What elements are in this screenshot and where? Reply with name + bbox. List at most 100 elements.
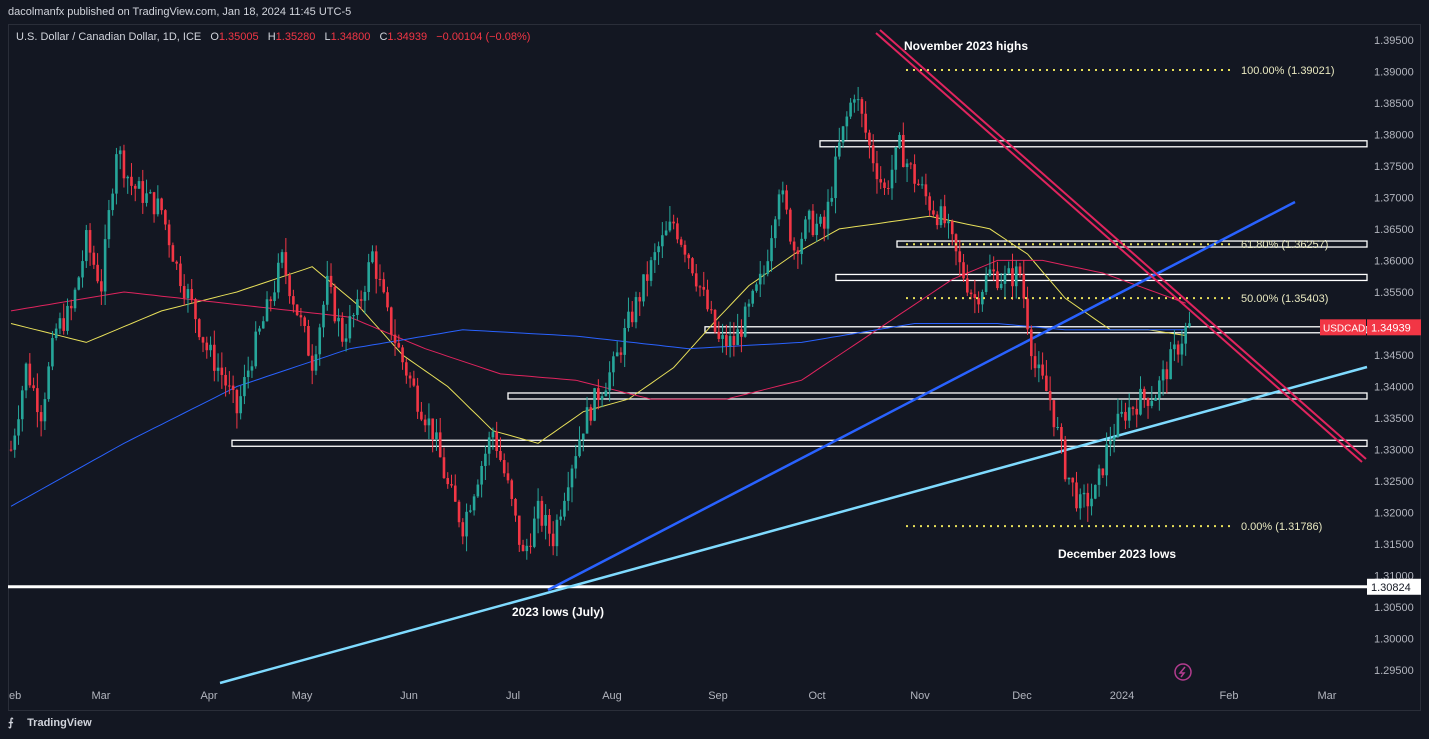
candle-body [871, 145, 875, 164]
candle [1188, 311, 1191, 329]
candle [69, 299, 73, 321]
candle-body [536, 500, 540, 519]
candle [348, 305, 352, 343]
candle-body [668, 221, 672, 231]
candle [954, 233, 958, 266]
candle [649, 256, 653, 287]
candle [1030, 325, 1033, 370]
candle [615, 341, 619, 357]
candle-body [423, 419, 427, 426]
candle-body [781, 190, 785, 195]
candle [932, 200, 935, 217]
candle-body [548, 514, 551, 534]
candle [521, 539, 525, 552]
candle-body [186, 289, 190, 299]
candle [487, 431, 491, 466]
candle [1045, 360, 1048, 392]
candle-body [1116, 413, 1120, 437]
candle-body [58, 318, 62, 329]
candle [371, 245, 374, 264]
candle [800, 232, 803, 265]
candle [141, 169, 145, 214]
candle [205, 336, 209, 359]
candle-body [235, 389, 239, 414]
candle-body [860, 99, 864, 114]
candle [341, 312, 344, 347]
candle [928, 192, 931, 217]
alert-icon[interactable] [1174, 663, 1192, 681]
candle [303, 315, 306, 333]
candle-body [92, 252, 96, 265]
candle [314, 345, 318, 376]
candle-body [506, 473, 510, 481]
candle [472, 494, 476, 516]
candle-body [20, 390, 24, 420]
chart-annotation: November 2023 highs [904, 39, 1028, 53]
candle-body [1041, 364, 1044, 376]
candle [1056, 416, 1059, 431]
candle [243, 364, 246, 405]
open-label: O [210, 31, 219, 43]
candle-body [822, 216, 826, 229]
candle [1011, 253, 1014, 300]
candle-body [943, 206, 947, 224]
candle-body [996, 271, 999, 289]
candle-body [1063, 439, 1067, 480]
candle-body [935, 214, 939, 226]
horizontal-level [704, 326, 1368, 334]
price-tick-label: 1.33500 [1374, 413, 1414, 425]
candle [250, 360, 254, 378]
candle-body [9, 449, 13, 451]
price-tick-label: 1.39500 [1374, 35, 1414, 47]
price-axis[interactable]: 1.39500 1.39000 1.38500 1.38000 1.37500 1.370… [1374, 35, 1414, 677]
candle [66, 298, 69, 335]
candle [43, 392, 47, 430]
candle [190, 279, 194, 304]
candle [597, 379, 600, 410]
candle-body [856, 99, 860, 101]
candle-body [559, 516, 562, 520]
candle-body [356, 299, 359, 316]
candle-body [909, 163, 913, 165]
candle-body [819, 216, 822, 224]
candle-body [992, 269, 995, 272]
candle [947, 213, 950, 239]
candle [85, 224, 88, 268]
horizontal-level [231, 439, 1368, 447]
candle [924, 173, 928, 205]
candle-body [1014, 266, 1018, 287]
candle-body [103, 239, 107, 292]
candle-body [457, 501, 461, 523]
candle [81, 250, 84, 288]
candle-body [649, 260, 653, 281]
candle [1127, 393, 1131, 428]
candle [51, 331, 54, 371]
chart-frame[interactable] [8, 24, 1421, 711]
candle [133, 183, 137, 202]
candle [879, 166, 883, 190]
candle [1014, 260, 1018, 299]
candle-body [642, 274, 645, 302]
candle-body [762, 273, 766, 275]
candle-body [43, 399, 47, 422]
candle-body [427, 418, 431, 426]
tradingview-logo[interactable]: ⨍ TradingView [8, 716, 92, 729]
candle-body [1030, 329, 1033, 357]
candle-body [687, 254, 690, 259]
candle [239, 385, 242, 420]
low-label: L [324, 31, 331, 43]
candle [740, 319, 743, 353]
time-axis[interactable]: eb Mar Apr May Jun Jul Aug Sep Oct Nov Dec 2024 Feb M… [9, 690, 1337, 702]
candle [337, 308, 340, 337]
candle-body [431, 418, 434, 440]
time-tick-label: eb [9, 690, 21, 702]
candle-body [807, 210, 811, 220]
candle-body [77, 277, 81, 290]
candle [1154, 394, 1157, 401]
candle [499, 437, 502, 462]
candle [254, 321, 258, 369]
candle-body [201, 337, 205, 343]
candle [115, 147, 118, 205]
candle [551, 521, 555, 556]
